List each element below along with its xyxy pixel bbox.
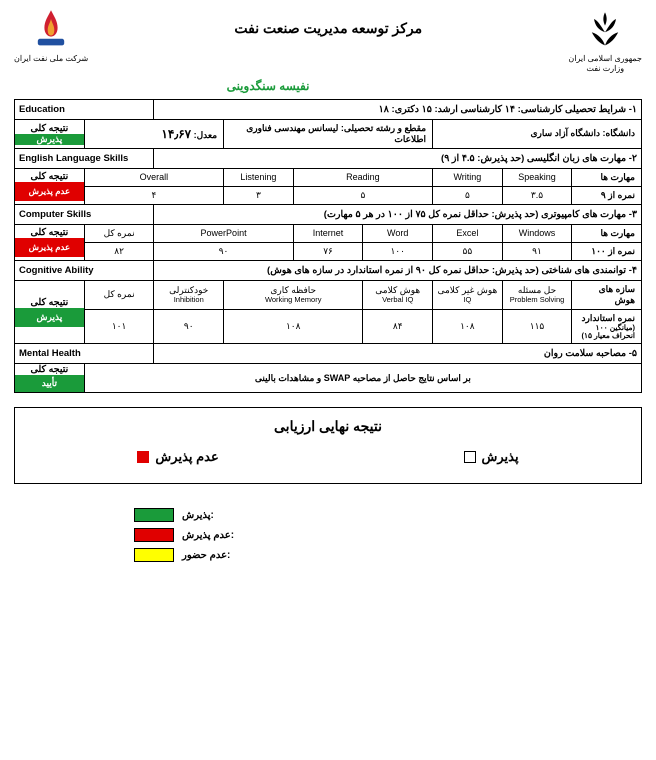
nioc-flame-icon: [29, 8, 73, 52]
legend-absent: عدم حضور:: [134, 548, 230, 562]
sec3-en: Computer Skills: [15, 204, 154, 224]
sec4-fa: ۴- توانمندی های شناختی (حد پذیرش: حداقل …: [154, 260, 642, 280]
eng-result: عدم پذیرش: [15, 182, 84, 201]
legend-reject: عدم پذیرش:: [134, 528, 234, 542]
checkbox-empty-icon: [464, 451, 476, 463]
yellow-swatch-icon: [134, 548, 174, 562]
checkbox-red-icon: [137, 451, 149, 463]
sec2-fa: ۲- مهارت های زبان انگلیسی (حد پذیرش: ۴.۵…: [154, 148, 642, 168]
sec4-en: Cognitive Ability: [15, 260, 154, 280]
final-title: نتیجه نهایی ارزیابی: [15, 418, 641, 435]
edu-uni: دانشگاه: دانشگاه آزاد ساری: [433, 119, 642, 148]
sec1-en: Education: [15, 99, 154, 119]
sec1-fa: ۱- شرایط تحصیلی کارشناسی: ۱۴ کارشناسی ار…: [154, 99, 642, 119]
emblem-line1: جمهوری اسلامی ایران: [568, 54, 642, 64]
sec5-fa: ۵- مصاحبه سلامت روان: [154, 344, 642, 364]
edu-result-cell: نتیجه کلی پذیرش: [15, 119, 85, 148]
header: جمهوری اسلامی ایران وزارت نفت مرکز توسعه…: [14, 8, 642, 75]
iran-emblem-icon: [583, 8, 627, 52]
mental-desc: بر اساس نتایج حاصل از مصاحبه SWAP و مشاه…: [84, 364, 641, 393]
legend-accept: پذیرش:: [134, 508, 214, 522]
logo-emblem: جمهوری اسلامی ایران وزارت نفت: [568, 8, 642, 75]
legend: پذیرش: عدم پذیرش: عدم حضور:: [14, 508, 642, 562]
cog-result: پذیرش: [15, 308, 84, 327]
green-swatch-icon: [134, 508, 174, 522]
mental-result: تأیید: [15, 375, 84, 392]
final-reject: عدم پذیرش: [137, 449, 218, 465]
logo-flame: شرکت ملی نفت ایران: [14, 8, 88, 64]
red-swatch-icon: [134, 528, 174, 542]
edu-gpa: معدل: ۱۴٫۶۷: [84, 119, 223, 148]
person-name: نفیسه سنگدوینی: [14, 79, 642, 93]
final-accept: پذیرش: [464, 449, 519, 465]
edu-major: مقطع و رشته تحصیلی: لیسانس مهندسی فناوری…: [224, 119, 433, 148]
sec5-en: Mental Health: [15, 344, 154, 364]
assessment-table: ۱- شرایط تحصیلی کارشناسی: ۱۴ کارشناسی ار…: [14, 99, 642, 394]
sec2-en: English Language Skills: [15, 148, 154, 168]
emblem-line2: وزارت نفت: [586, 64, 624, 74]
sec3-fa: ۳- مهارت های کامپیوتری (حد پذیرش: حداقل …: [154, 204, 642, 224]
final-result-box: نتیجه نهایی ارزیابی پذیرش عدم پذیرش: [14, 407, 642, 484]
nioc-label: شرکت ملی نفت ایران: [14, 54, 88, 64]
comp-result: عدم پذیرش: [15, 238, 84, 257]
edu-result: پذیرش: [15, 134, 84, 145]
main-title: مرکز توسعه مدیریت صنعت نفت: [234, 8, 422, 37]
